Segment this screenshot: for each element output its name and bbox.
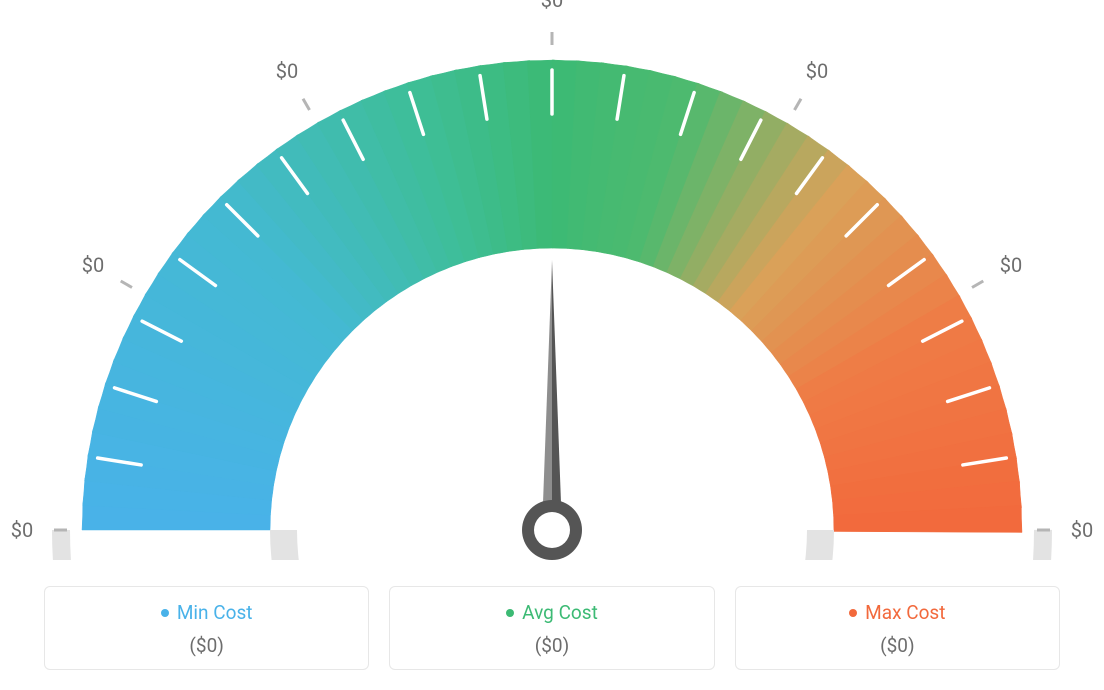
legend: Min Cost ($0) Avg Cost ($0) Max Cost ($0… xyxy=(44,586,1060,670)
tick-label: $0 xyxy=(1071,518,1093,542)
tick-label: $0 xyxy=(11,518,33,542)
legend-label-min: Min Cost xyxy=(177,601,253,624)
legend-item-min: Min Cost ($0) xyxy=(44,586,369,670)
legend-top-avg: Avg Cost xyxy=(506,601,598,624)
gauge-area: $0$0$0$0$0$0$0 xyxy=(32,0,1072,560)
cost-gauge-chart: $0 $0 $0 $0 $0 $0 $0 Min Cost ($0) Avg Cost ($… xyxy=(0,0,1104,690)
legend-item-max: Max Cost ($0) xyxy=(735,586,1060,670)
tick-label: $0 xyxy=(541,0,563,12)
legend-dot-avg xyxy=(506,609,514,617)
legend-item-avg: Avg Cost ($0) xyxy=(389,586,714,670)
gauge-needle xyxy=(522,260,582,560)
legend-dot-max xyxy=(849,609,857,617)
tick-label: $0 xyxy=(276,59,298,83)
legend-dot-min xyxy=(161,609,169,617)
tick-label: $0 xyxy=(82,253,104,277)
legend-top-max: Max Cost xyxy=(849,601,945,624)
legend-label-avg: Avg Cost xyxy=(522,601,598,624)
legend-value-max: ($0) xyxy=(880,634,914,657)
legend-value-avg: ($0) xyxy=(535,634,569,657)
tick-label: $0 xyxy=(1000,253,1022,277)
legend-label-max: Max Cost xyxy=(865,601,945,624)
legend-top-min: Min Cost xyxy=(161,601,253,624)
tick-label: $0 xyxy=(806,59,828,83)
legend-value-min: ($0) xyxy=(189,634,223,657)
gauge-svg xyxy=(32,0,1072,560)
